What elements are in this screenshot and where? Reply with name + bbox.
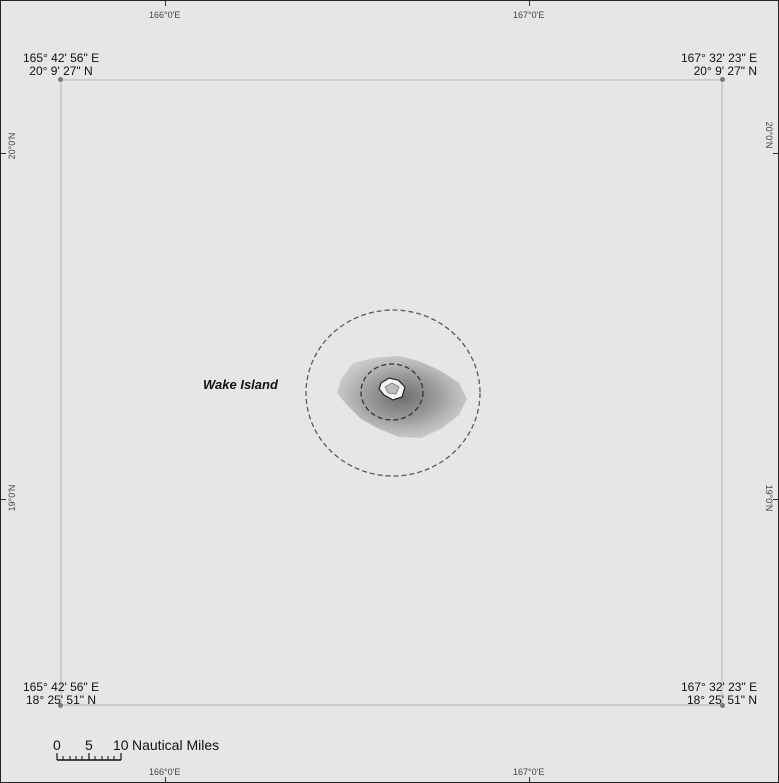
corner-label-top-left: 165° 42' 56" E 20° 9' 27" N: [23, 52, 99, 78]
scale-unit-label: Nautical Miles: [132, 737, 220, 753]
corner-label-bottom-left: 165° 42' 56" E 18° 25' 51" N: [23, 681, 99, 707]
right-tick-19: [773, 499, 778, 500]
left-tick-19: [1, 499, 6, 500]
bottom-tick-167: [529, 777, 530, 782]
corner-label-bottom-right: 167° 32' 23" E 18° 25' 51" N: [681, 681, 757, 707]
bottom-tick-label-167: 167°0'E: [513, 767, 545, 777]
corner-lon-bottom-left: 165° 42' 56" E: [23, 680, 100, 694]
corner-lat-bottom-left: 18° 25' 51" N: [25, 693, 97, 707]
corner-label-top-right: 167° 32' 23" E 20° 9' 27" N: [681, 52, 757, 78]
corner-lon-top-left: 165° 42' 56" E: [23, 51, 100, 65]
right-tick-20: [773, 153, 778, 154]
corner-lat-bottom-right: 18° 25' 51" N: [686, 693, 757, 707]
extent-box: [60, 79, 723, 706]
scale-label-5: 5: [85, 737, 93, 753]
outer-boundary-dashed: [305, 309, 481, 477]
corner-lon-top-right: 167° 32' 23" E: [681, 51, 758, 65]
top-tick-166: [165, 1, 166, 6]
corner-lon-bottom-right: 167° 32' 23" E: [681, 680, 758, 694]
scale-label-10: 10: [113, 737, 129, 753]
top-tick-label-166: 166°0'E: [149, 10, 181, 20]
inner-boundary-dashed: [360, 363, 424, 421]
corner-dot-top-right: [720, 77, 725, 82]
corner-dot-top-left: [58, 77, 63, 82]
scale-bar-graphic: [56, 753, 122, 761]
corner-dot-bottom-right: [720, 703, 725, 708]
wake-lagoon: [384, 382, 400, 395]
bottom-tick-label-166: 166°0'E: [149, 767, 181, 777]
scale-label-0: 0: [53, 737, 61, 753]
corner-dot-bottom-left: [58, 703, 63, 708]
top-tick-label-167: 167°0'E: [513, 10, 545, 20]
top-tick-167: [529, 1, 530, 6]
bottom-tick-166: [165, 777, 166, 782]
corner-lat-top-left: 20° 9' 27" N: [29, 64, 93, 78]
corner-lat-top-right: 20° 9' 27" N: [693, 64, 757, 78]
left-tick-20: [1, 153, 6, 154]
wake-island-label: Wake Island: [203, 377, 278, 392]
